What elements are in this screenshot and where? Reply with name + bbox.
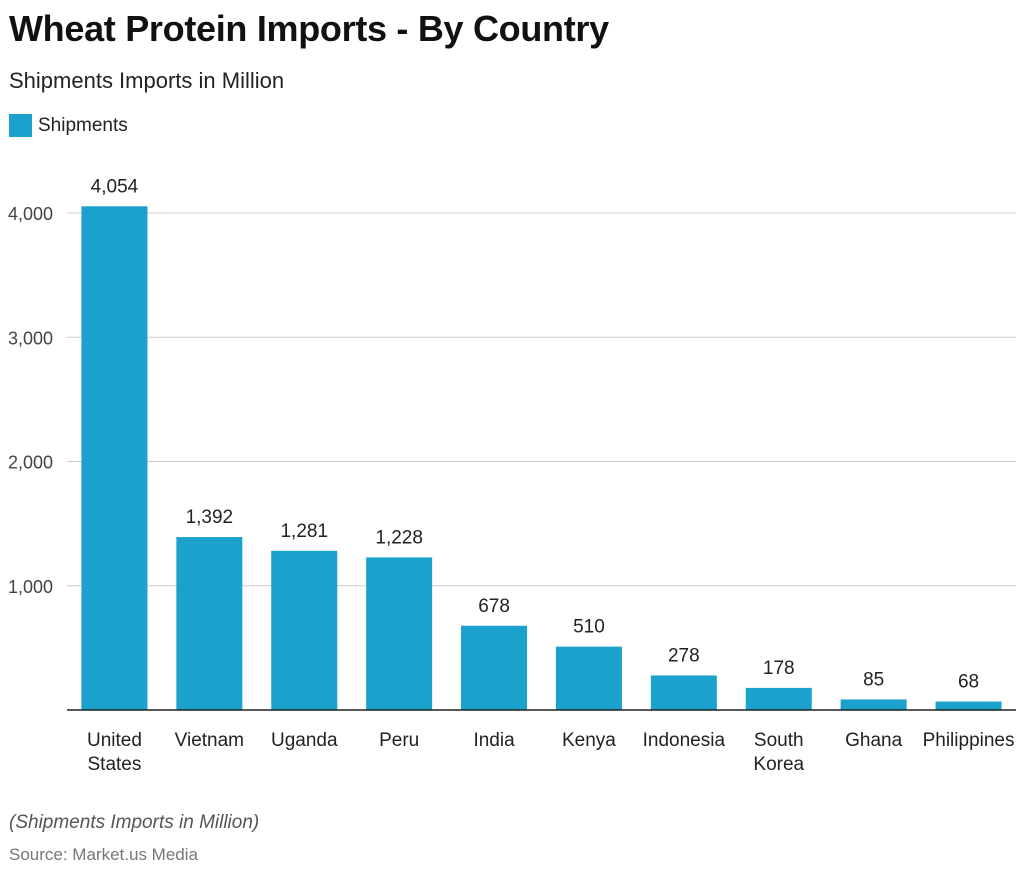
y-tick-label: 3,000 — [8, 328, 53, 348]
x-tick-label: Ghana — [845, 730, 902, 751]
bar-value-label: 178 — [763, 658, 795, 679]
bar — [745, 687, 812, 710]
y-tick-label: 4,000 — [8, 204, 53, 224]
legend: Shipments — [9, 114, 128, 137]
x-tick-label-line: Indonesia — [643, 730, 726, 751]
y-tick-label: 1,000 — [8, 577, 53, 597]
x-tick-label-line: States — [88, 754, 142, 775]
x-tick-label: Peru — [379, 730, 419, 751]
bar-value-label: 678 — [478, 596, 510, 617]
bar — [176, 537, 243, 710]
x-tick-label: Uganda — [271, 730, 338, 751]
x-tick-label-line: Peru — [379, 730, 419, 751]
x-tick-label-line: Kenya — [562, 730, 616, 751]
x-tick-label: Indonesia — [643, 730, 726, 751]
x-tick-label-line: United — [87, 730, 142, 751]
x-tick-label: Kenya — [562, 730, 616, 751]
bar-value-label: 68 — [958, 672, 979, 693]
bar-value-label: 278 — [668, 645, 700, 666]
x-tick-label: India — [473, 730, 515, 751]
bar-value-labels: 4,054 1,392 1,281 1,228 678 510 278 178 85 68 — [91, 176, 979, 692]
bar-value-label: 1,392 — [186, 507, 234, 528]
x-tick-label-line: India — [473, 730, 515, 751]
bar — [81, 206, 148, 710]
bar — [935, 701, 1002, 710]
grid-lines — [67, 212, 1016, 587]
bar-value-label: 85 — [863, 669, 884, 690]
legend-label: Shipments — [38, 114, 128, 136]
y-axis-tick-labels: 1,000 2,000 3,000 4,000 — [8, 204, 53, 597]
x-tick-label: United States — [87, 730, 142, 775]
x-tick-label-line: Korea — [753, 754, 804, 775]
x-tick-label-line: Uganda — [271, 730, 338, 751]
x-tick-label: South Korea — [753, 730, 804, 775]
x-tick-label: Vietnam — [175, 730, 244, 751]
bar — [650, 675, 717, 710]
bar — [366, 557, 433, 710]
bar-chart: 1,000 2,000 3,000 4,000 4,054 1,392 1,281 1,22… — [8, 176, 1016, 775]
source-credit: Source: Market.us Media — [9, 845, 198, 864]
x-tick-label-line: Vietnam — [175, 730, 244, 751]
bar-value-label: 1,228 — [375, 527, 423, 548]
x-tick-label-line: Philippines — [923, 730, 1015, 751]
bar — [271, 550, 338, 710]
x-axis-tick-labels: United States Vietnam Uganda Peru India Kenya I… — [87, 730, 1015, 775]
bars — [81, 206, 1002, 710]
bar-value-label: 1,281 — [280, 521, 328, 542]
bar-value-label: 510 — [573, 617, 605, 638]
chart-title: Wheat Protein Imports - By Country — [9, 8, 609, 49]
y-tick-label: 2,000 — [8, 453, 53, 473]
legend-swatch — [9, 114, 32, 137]
x-tick-label-line: Ghana — [845, 730, 902, 751]
bar — [840, 699, 907, 710]
bar — [461, 625, 528, 710]
bar-value-label: 4,054 — [91, 176, 139, 197]
x-tick-label-line: South — [754, 730, 804, 751]
bar — [555, 646, 622, 710]
x-tick-label: Philippines — [923, 730, 1015, 751]
chart-subtitle: Shipments Imports in Million — [9, 68, 285, 93]
footnote: (Shipments Imports in Million) — [9, 812, 260, 833]
